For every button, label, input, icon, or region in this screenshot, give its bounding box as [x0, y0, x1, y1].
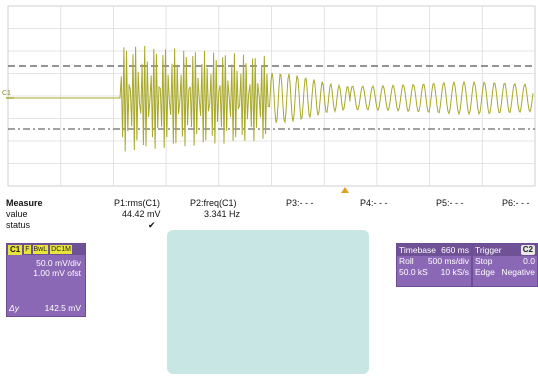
- timebase-panel[interactable]: Timebase 660 ms Roll 500 ms/div 50.0 kS …: [396, 243, 472, 287]
- timebase-header: Timebase 660 ms: [397, 244, 471, 256]
- coupling-badge: DC1M: [50, 245, 72, 254]
- p1-status-check-icon: ✔: [148, 220, 156, 230]
- waveform-grid: C1: [2, 5, 536, 193]
- channel1-header: C1 F BwL DC1M: [7, 244, 85, 255]
- trigger-channel-badge: C2: [520, 245, 535, 255]
- p1-value: 44.42 mV: [122, 209, 161, 219]
- channel1-delta: Δy 142.5 mV: [9, 303, 81, 313]
- bandwidth-limit-badge: BwL: [32, 245, 49, 254]
- trigger-mode: Stop: [475, 256, 493, 266]
- trigger-slope: Negative: [501, 267, 535, 277]
- timebase-row-samples: 50.0 kS 10 kS/s: [397, 267, 471, 278]
- signal-trace: [14, 45, 534, 152]
- gridlines: [8, 6, 535, 186]
- row-label-status: status: [6, 220, 31, 230]
- channel1-panel[interactable]: C1 F BwL DC1M 50.0 mV/div 1.00 mV ofst Δ…: [6, 243, 86, 317]
- row-label-value: value: [6, 209, 28, 219]
- trigger-header: Trigger C2: [473, 244, 537, 256]
- channel-marker-label: C1: [2, 90, 11, 97]
- p2-value: 3.341 Hz: [204, 209, 241, 219]
- timebase-row-mode: Roll 500 ms/div: [397, 256, 471, 267]
- oscilloscope-display[interactable]: C1: [0, 0, 538, 195]
- timebase-samples: 50.0 kS: [399, 267, 428, 277]
- trigger-type: Edge: [475, 267, 495, 277]
- p6-header[interactable]: P6:- - -: [502, 198, 530, 208]
- channel1-offset: 1.00 mV ofst: [33, 268, 81, 278]
- trigger-row-type: Edge Negative: [473, 267, 537, 278]
- trigger-position-marker[interactable]: [341, 187, 349, 193]
- trigger-panel[interactable]: Trigger C2 Stop 0.0 Edge Negative: [472, 243, 538, 287]
- filter-badge: F: [24, 245, 31, 254]
- channel1-name: C1: [8, 244, 23, 255]
- trigger-label: Trigger: [475, 245, 502, 255]
- timebase-label: Timebase: [399, 245, 437, 255]
- delta-y-value: 142.5 mV: [44, 303, 81, 313]
- channel1-vdiv: 50.0 mV/div: [36, 258, 81, 268]
- p1-header[interactable]: P1:rms(C1): [114, 198, 161, 208]
- p3-header[interactable]: P3:- - -: [286, 198, 314, 208]
- timebase-mode: Roll: [399, 256, 414, 266]
- trigger-row-mode: Stop 0.0: [473, 256, 537, 267]
- timebase-rate: 500 ms/div: [427, 256, 469, 266]
- measure-table: Measure value status P1:rms(C1) 44.42 mV…: [0, 196, 538, 240]
- trigger-level: 0.0: [523, 256, 535, 266]
- measure-title: Measure: [6, 198, 43, 208]
- delta-y-label: Δy: [9, 303, 19, 313]
- p4-header[interactable]: P4:- - -: [360, 198, 388, 208]
- p2-header[interactable]: P2:freq(C1): [190, 198, 237, 208]
- timebase-value: 660 ms: [441, 245, 469, 255]
- overlay-box: [167, 230, 369, 374]
- p5-header[interactable]: P5:- - -: [436, 198, 464, 208]
- timebase-sample-rate: 10 kS/s: [440, 267, 469, 277]
